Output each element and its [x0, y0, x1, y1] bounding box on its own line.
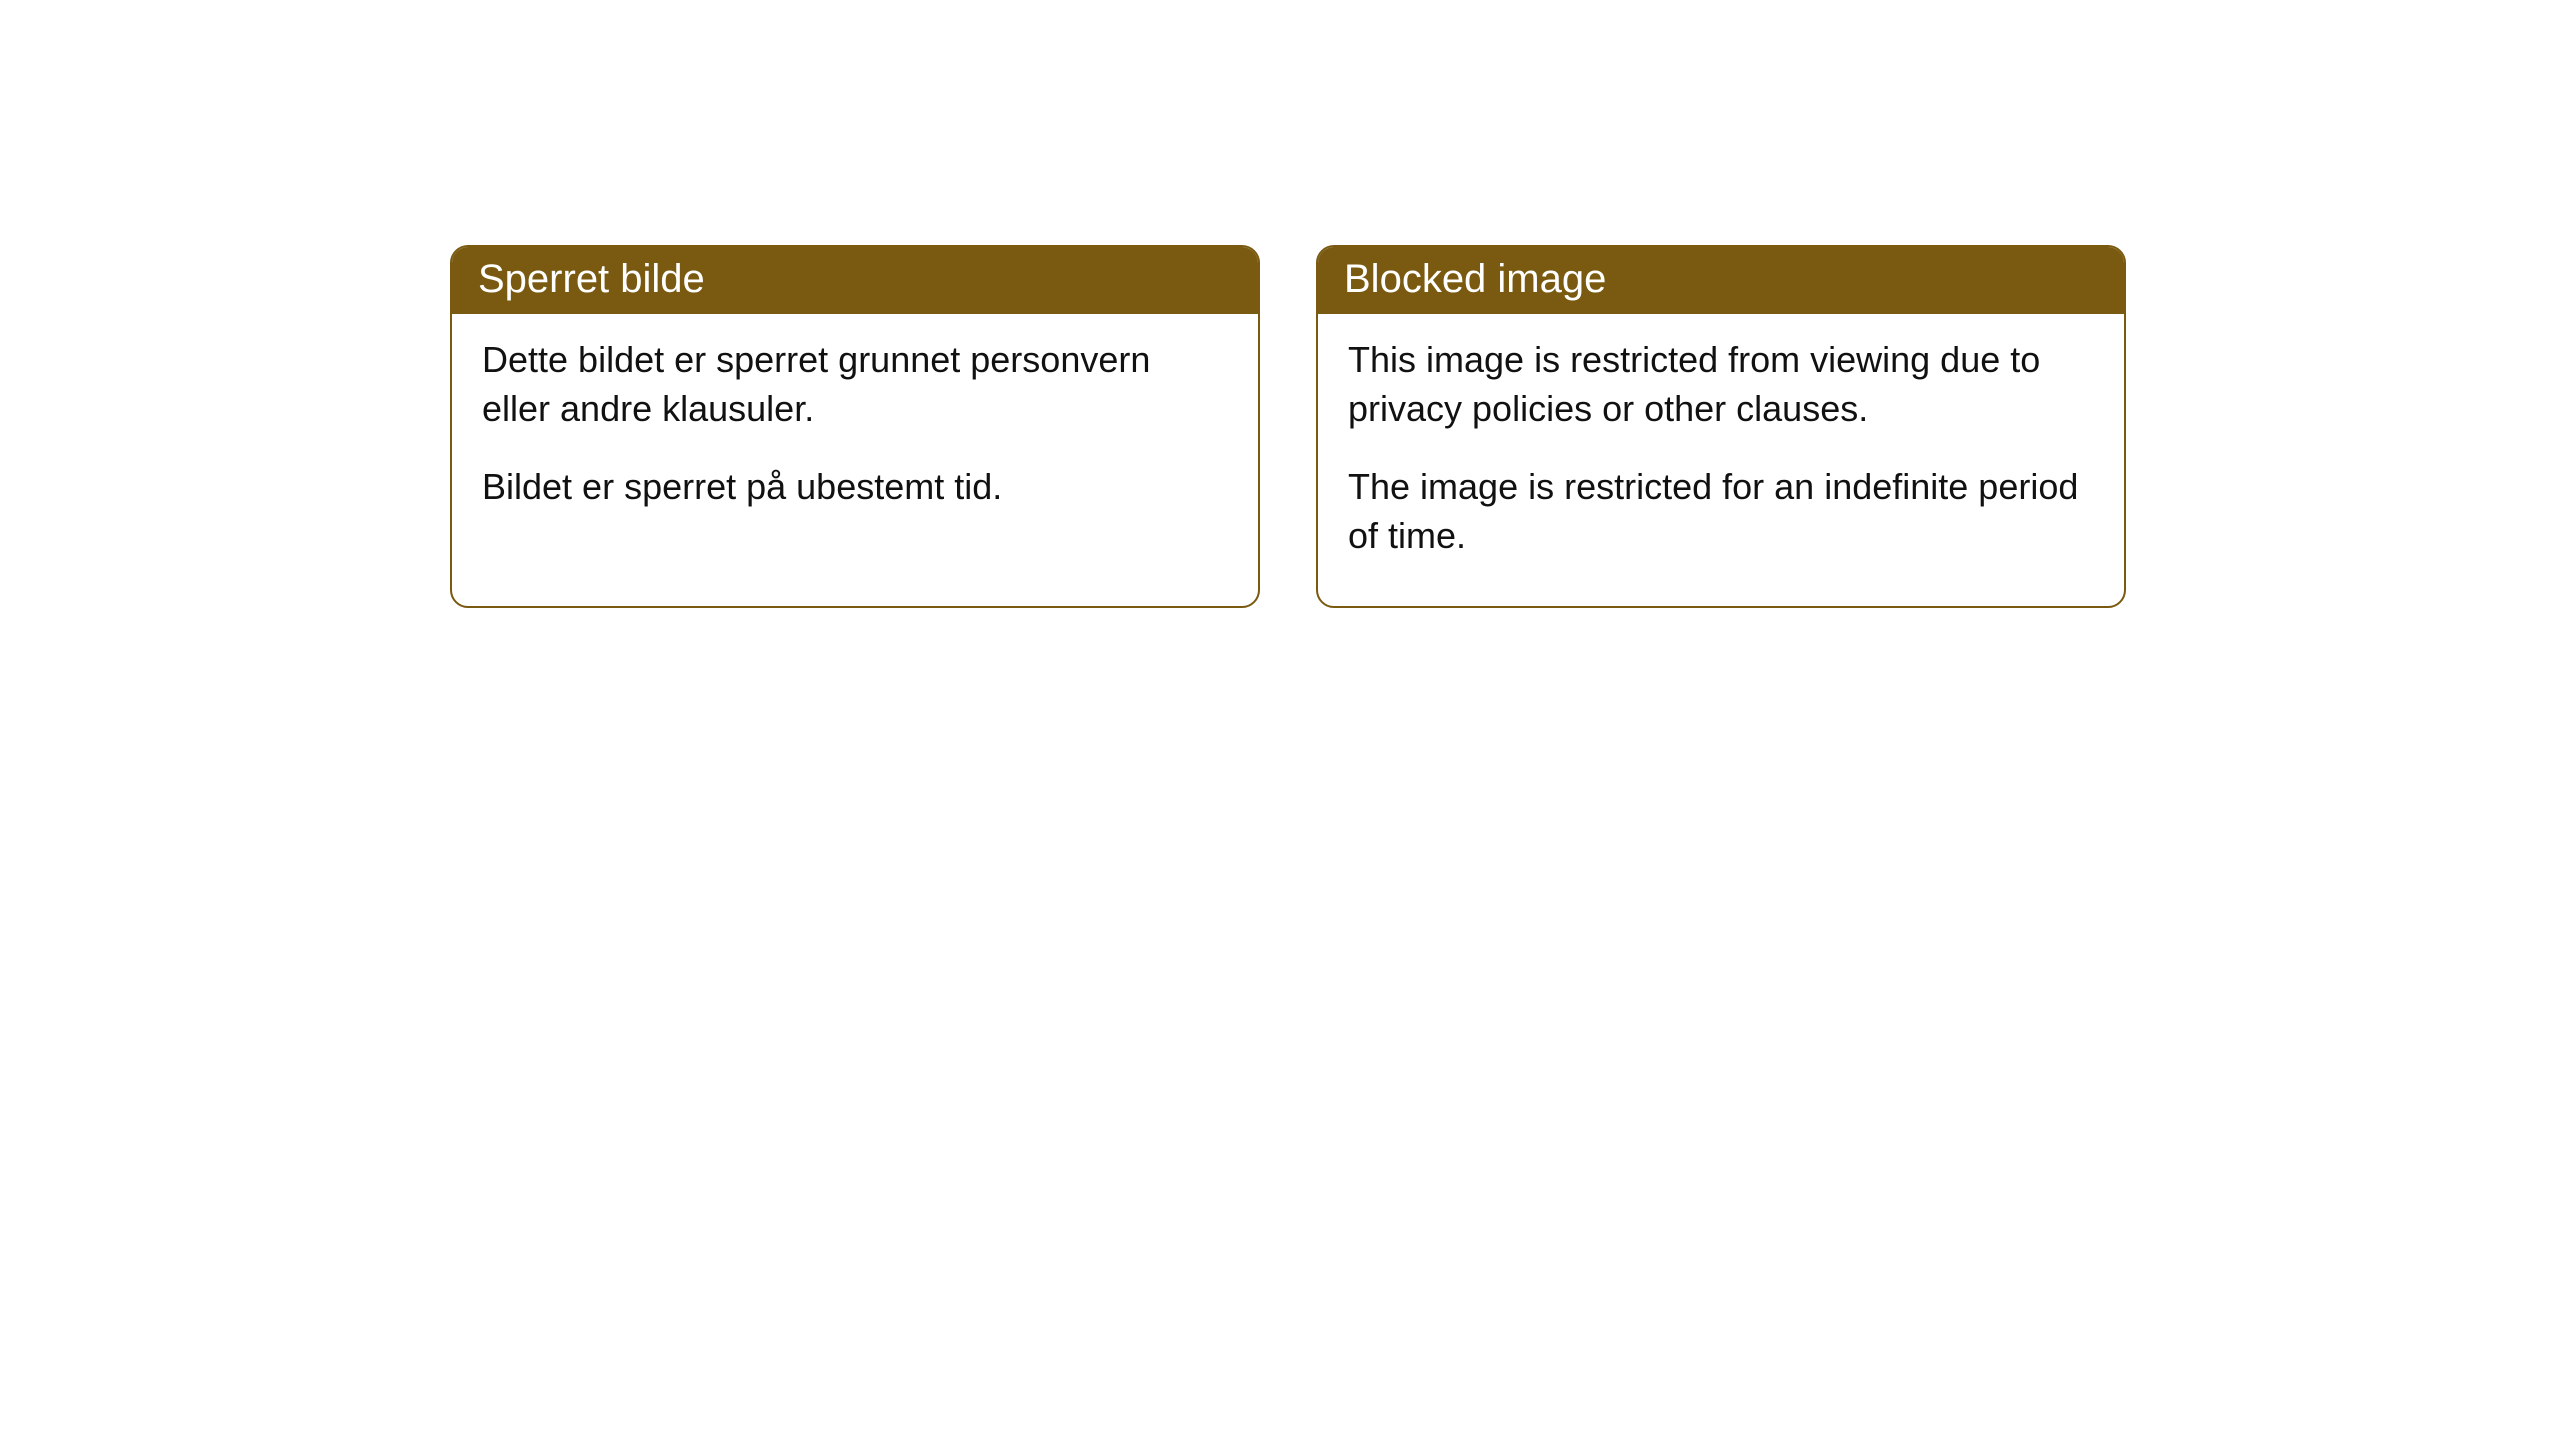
notice-paragraph: The image is restricted for an indefinit… — [1348, 463, 2094, 560]
notice-body-english: This image is restricted from viewing du… — [1318, 314, 2124, 606]
notice-body-norwegian: Dette bildet er sperret grunnet personve… — [452, 314, 1258, 558]
notice-title-norwegian: Sperret bilde — [452, 247, 1258, 314]
notice-card-norwegian: Sperret bilde Dette bildet er sperret gr… — [450, 245, 1260, 608]
notice-card-english: Blocked image This image is restricted f… — [1316, 245, 2126, 608]
notice-title-english: Blocked image — [1318, 247, 2124, 314]
notice-paragraph: This image is restricted from viewing du… — [1348, 336, 2094, 433]
notice-container: Sperret bilde Dette bildet er sperret gr… — [0, 0, 2560, 608]
notice-paragraph: Dette bildet er sperret grunnet personve… — [482, 336, 1228, 433]
notice-paragraph: Bildet er sperret på ubestemt tid. — [482, 463, 1228, 512]
